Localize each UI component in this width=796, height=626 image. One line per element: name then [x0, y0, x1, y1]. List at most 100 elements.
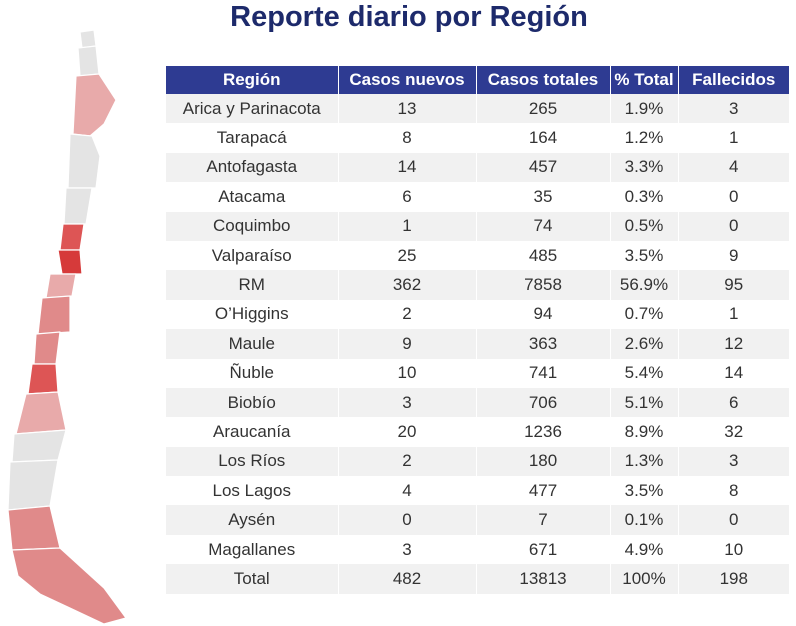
table-cell: 8 [338, 123, 477, 153]
table-cell: 25 [338, 240, 477, 271]
table-cell: 5.1% [610, 387, 679, 418]
table-cell: 362 [338, 270, 477, 300]
table-cell: 3 [338, 387, 477, 418]
table-row: RM 362 7858 56.9% 95 [166, 270, 789, 300]
table-cell: 13 [338, 94, 477, 124]
table-cell: 95 [678, 270, 789, 300]
table-cell: 164 [476, 123, 611, 153]
table-cell: Coquimbo [166, 211, 339, 241]
table-cell: Araucanía [166, 417, 339, 447]
table-cell: Total [166, 564, 339, 594]
table-cell: 706 [476, 387, 611, 418]
map-region [7, 505, 61, 551]
table-row: Arica y Parinacota 13 265 1.9% 3 [166, 94, 789, 124]
table-cell: 482 [338, 564, 477, 594]
table-cell: 180 [476, 446, 611, 477]
table-cell: 7858 [476, 270, 611, 300]
table-cell: 4 [678, 152, 789, 183]
table-cell: 20 [338, 417, 477, 447]
table-cell: 363 [476, 329, 611, 359]
table-cell: 0 [338, 505, 477, 535]
table-row: Ñuble 10 741 5.4% 14 [166, 358, 789, 388]
table-cell: 32 [678, 417, 789, 447]
table-cell: 4 [338, 476, 477, 506]
map-region [33, 331, 61, 365]
map-region [72, 73, 117, 137]
table-cell: Magallanes [166, 534, 339, 565]
table-cell: 10 [678, 534, 789, 565]
map-region [11, 547, 127, 625]
map-region [59, 223, 85, 251]
table-cell: Los Ríos [166, 446, 339, 477]
table-cell: 265 [476, 94, 611, 124]
table-row: O’Higgins 2 94 0.7% 1 [166, 299, 789, 330]
table-total-row: Total 482 13813 100% 198 [166, 564, 789, 594]
table-cell: 2 [338, 446, 477, 477]
table-cell: 56.9% [610, 270, 679, 300]
table-row: Maule 9 363 2.6% 12 [166, 329, 789, 359]
table-cell: 1 [678, 123, 789, 153]
table-cell: Ñuble [166, 358, 339, 388]
table-cell: 8.9% [610, 417, 679, 447]
table-cell: 3.3% [610, 152, 679, 183]
table-cell: 2.6% [610, 329, 679, 359]
table-cell: 74 [476, 211, 611, 241]
table-cell: 4.9% [610, 534, 679, 565]
table-cell: 6 [678, 387, 789, 418]
table-cell: RM [166, 270, 339, 300]
table-cell: 0.5% [610, 211, 679, 241]
table-row: Antofagasta 14 457 3.3% 4 [166, 152, 789, 183]
table-row: Atacama 6 35 0.3% 0 [166, 182, 789, 212]
column-header: Región [166, 66, 339, 94]
table-cell: 1 [338, 211, 477, 241]
map-region [15, 391, 67, 435]
table-row: Biobío 3 706 5.1% 6 [166, 387, 789, 418]
table-cell: 8 [678, 476, 789, 506]
page-title: Reporte diario por Región [230, 1, 588, 33]
table-cell: 3 [678, 94, 789, 124]
table-row: Los Lagos 4 477 3.5% 8 [166, 476, 789, 506]
table-cell: 1 [678, 299, 789, 330]
table-cell: 3.5% [610, 476, 679, 506]
table-cell: Biobío [166, 387, 339, 418]
table-cell: 0 [678, 505, 789, 535]
map-region [63, 187, 93, 225]
table-cell: 5.4% [610, 358, 679, 388]
map-region [7, 459, 59, 511]
table-cell: 94 [476, 299, 611, 330]
table-cell: Valparaíso [166, 240, 339, 271]
region-report-table: Región Casos nuevos Casos totales% Total Fa… [166, 66, 789, 594]
table-cell: Atacama [166, 182, 339, 212]
table-row: Magallanes 3 671 4.9% 10 [166, 534, 789, 565]
table-row: Coquimbo 1 74 0.5% 0 [166, 211, 789, 241]
map-region [27, 363, 59, 395]
table-cell: 671 [476, 534, 611, 565]
table-cell: 1.2% [610, 123, 679, 153]
table-cell: Arica y Parinacota [166, 94, 339, 124]
table-row: Aysén 0 7 0.1% 0 [166, 505, 789, 535]
table-header-row: Región Casos nuevos Casos totales% Total Fa… [166, 66, 789, 94]
table-cell: 0.1% [610, 505, 679, 535]
map-region [79, 29, 97, 49]
table-cell: 9 [338, 329, 477, 359]
table-row: Araucanía 20 1236 8.9% 32 [166, 417, 789, 447]
table-cell: 9 [678, 240, 789, 271]
table-cell: Antofagasta [166, 152, 339, 183]
map-region [67, 133, 101, 189]
table-cell: 3 [338, 534, 477, 565]
table-cell: 6 [338, 182, 477, 212]
map-region [77, 45, 100, 77]
column-header: % Total [610, 66, 679, 94]
table-cell: 198 [678, 564, 789, 594]
column-header: Fallecidos [678, 66, 789, 94]
table-cell: 0.3% [610, 182, 679, 212]
table-cell: 3.5% [610, 240, 679, 271]
table-cell: 457 [476, 152, 611, 183]
map-region [37, 295, 71, 335]
table-cell: 477 [476, 476, 611, 506]
table-cell: Los Lagos [166, 476, 339, 506]
table-cell: 741 [476, 358, 611, 388]
chile-choropleth-map [7, 29, 127, 625]
table-cell: 2 [338, 299, 477, 330]
table-cell: 13813 [476, 564, 611, 594]
